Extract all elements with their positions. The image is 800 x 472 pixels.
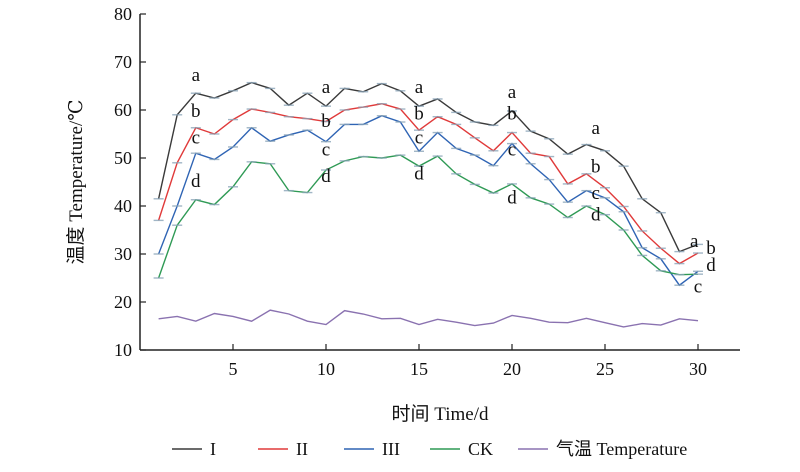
y-axis-label: 温度 Temperature/℃ [65,99,87,264]
significance-letter: d [414,164,424,185]
significance-letter: a [415,77,424,98]
series-line-1 [157,81,699,253]
significance-letter: c [508,140,516,161]
series-line-2 [157,103,699,265]
significance-letter: d [321,166,331,187]
significance-letter: b [414,104,424,125]
significance-letter: b [706,238,716,259]
significance-letter: b [507,104,517,125]
y-tick-label: 10 [114,340,132,360]
significance-letter: b [191,101,201,122]
series-layer [153,81,703,328]
x-tick-label: 30 [689,359,707,379]
legend-label-1: I [210,439,216,459]
y-tick-label: 40 [114,196,132,216]
series-line-4 [157,154,699,279]
significance-letter: d [191,171,201,192]
y-tick-label: 60 [114,100,132,120]
significance-letter: a [322,77,331,98]
y-tick-label: 20 [114,292,132,312]
x-tick-label: 15 [410,359,428,379]
y-tick-label: 80 [114,4,132,24]
significance-letter: c [694,276,702,297]
legend-label-2: II [296,439,308,459]
significance-letter: d [706,255,716,276]
legend: I II III CK 气温 Temperature [172,439,687,459]
y-tick-label: 50 [114,148,132,168]
series-line-3 [157,115,699,287]
x-tick-label: 20 [503,359,521,379]
legend-label-3: III [382,439,400,459]
series-line-5 [158,309,699,328]
y-tick-label: 30 [114,244,132,264]
significance-letter: c [322,140,330,161]
significance-letter: d [591,204,601,225]
significance-letter: b [591,156,601,177]
x-tick-label: 5 [229,359,238,379]
significance-letter: a [591,118,600,139]
x-tick-label: 10 [317,359,335,379]
axes: 10 20 30 40 50 60 70 80 5 10 15 20 25 30 [114,4,740,379]
significance-letter: a [508,82,517,103]
legend-label-4: CK [468,439,493,459]
significance-letter: a [192,65,201,86]
significance-letter: d [507,188,517,209]
significance-letter: a [690,231,699,252]
y-tick-label: 70 [114,52,132,72]
legend-label-5: 气温 Temperature [556,439,687,459]
significance-letter: b [321,111,331,132]
significance-letter: c [591,183,599,204]
significance-letter: c [415,128,423,149]
significance-letter: c [192,128,200,149]
x-tick-label: 25 [596,359,614,379]
x-axis-label: 时间 Time/d [392,403,489,425]
